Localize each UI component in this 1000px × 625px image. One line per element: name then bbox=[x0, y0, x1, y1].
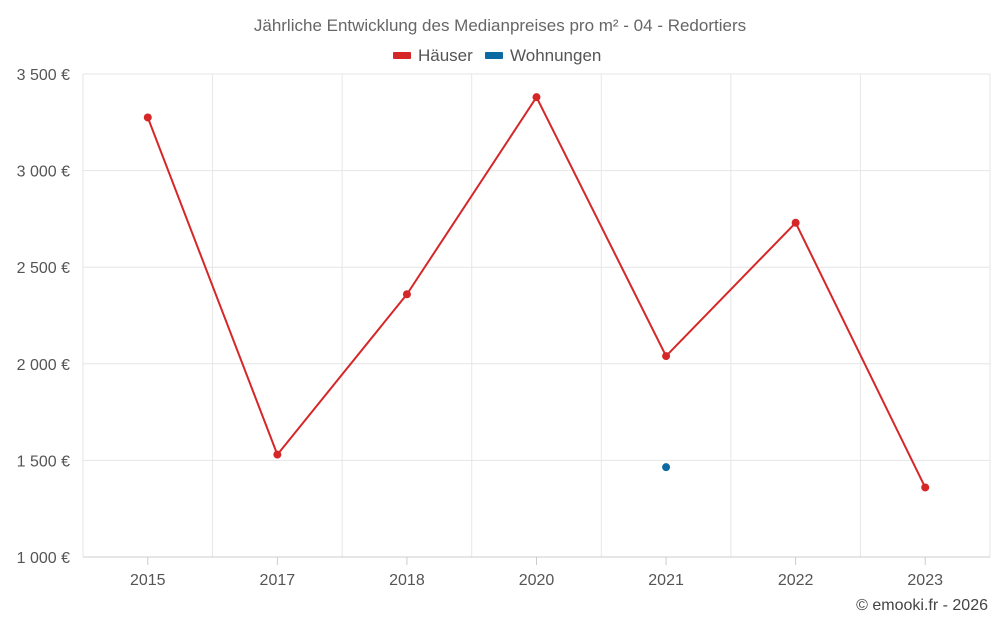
series-layer bbox=[143, 93, 930, 492]
data-point-series-0[interactable] bbox=[791, 218, 800, 227]
legend-label-houses: Häuser bbox=[418, 46, 473, 65]
legend-swatch-apartments bbox=[485, 52, 503, 59]
legend-item-houses[interactable]: Häuser bbox=[393, 46, 473, 65]
data-point-series-1[interactable] bbox=[662, 463, 671, 472]
credit-text: © emooki.fr - 2026 bbox=[856, 597, 988, 614]
data-point-series-0[interactable] bbox=[402, 290, 411, 299]
y-tick-label: 1 500 € bbox=[17, 453, 70, 470]
axis-layer: 1 000 € 1 500 € 2 000 € 2 500 € 3 000 € 3 500… bbox=[17, 67, 990, 589]
x-tick-label: 2021 bbox=[648, 572, 684, 589]
legend-label-apartments: Wohnungen bbox=[510, 46, 601, 65]
data-point-series-0[interactable] bbox=[921, 483, 930, 492]
data-point-series-0[interactable] bbox=[273, 450, 282, 459]
y-tick-label: 3 500 € bbox=[17, 67, 70, 84]
y-tick-label: 2 500 € bbox=[17, 260, 70, 277]
legend-item-apartments[interactable]: Wohnungen bbox=[485, 46, 601, 65]
legend-swatch-houses bbox=[393, 52, 411, 59]
x-tick-label: 2023 bbox=[907, 572, 943, 589]
data-point-series-0[interactable] bbox=[662, 352, 671, 361]
x-tick-label: 2015 bbox=[130, 572, 166, 589]
x-tick-label: 2022 bbox=[778, 572, 814, 589]
y-tick-label: 1 000 € bbox=[17, 550, 70, 567]
y-tick-label: 2 000 € bbox=[17, 357, 70, 374]
x-tick-label: 2020 bbox=[519, 572, 555, 589]
data-point-series-0[interactable] bbox=[143, 113, 152, 122]
legend: Häuser Wohnungen bbox=[393, 46, 601, 65]
chart-title: Jährliche Entwicklung des Medianpreises … bbox=[254, 16, 746, 35]
y-tick-label: 3 000 € bbox=[17, 164, 70, 181]
x-tick-label: 2018 bbox=[389, 572, 425, 589]
series-line-0 bbox=[146, 96, 927, 488]
x-tick-label: 2017 bbox=[260, 572, 296, 589]
grid-layer bbox=[82, 73, 991, 557]
data-point-series-0[interactable] bbox=[532, 93, 541, 102]
